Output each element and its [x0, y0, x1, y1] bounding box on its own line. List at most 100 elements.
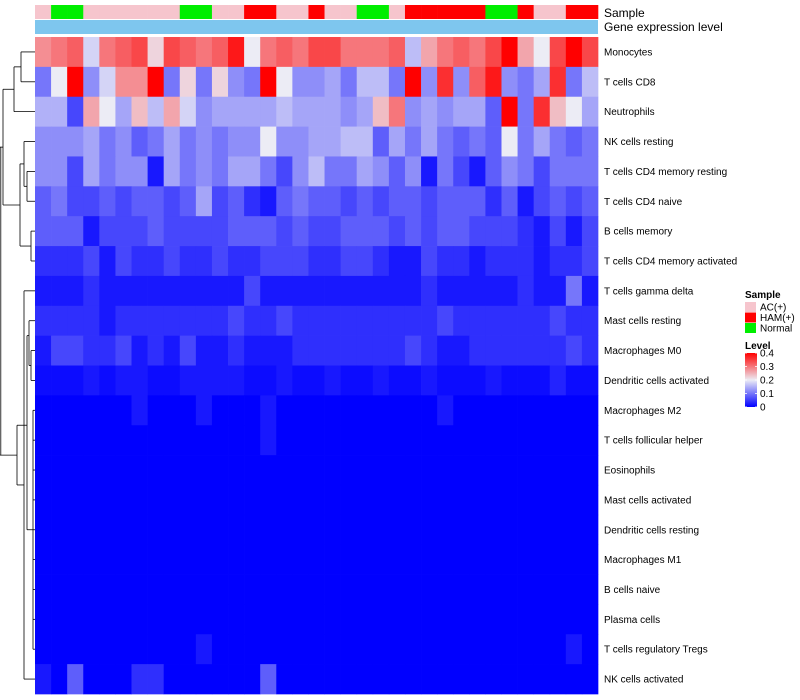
heatmap-cell [517, 246, 535, 277]
heatmap-cell [501, 484, 518, 516]
heatmap-cell [549, 305, 567, 336]
heatmap-cell [340, 664, 358, 695]
heatmap-cell [565, 425, 583, 456]
heatmap-cell [372, 305, 390, 336]
heatmap-cell [179, 514, 197, 546]
heatmap-cell [260, 574, 277, 605]
heatmap-cell [163, 514, 181, 546]
heatmap-cell [51, 335, 68, 366]
heatmap-cell [83, 246, 100, 277]
heatmap-cell [437, 484, 454, 516]
heatmap-cell [211, 604, 229, 635]
heatmap-cell [211, 664, 229, 695]
heatmap-cell [51, 395, 68, 426]
heatmap-cell [67, 514, 84, 546]
heatmap-cell [115, 664, 132, 695]
heatmap-cell [437, 305, 454, 336]
heatmap-cell [179, 96, 197, 127]
heatmap-cell [115, 425, 132, 456]
heatmap-cell [581, 126, 599, 157]
heatmap-cell [35, 544, 52, 575]
heatmap-cell [276, 544, 293, 575]
heatmap-cell [228, 37, 245, 68]
heatmap-cell [404, 305, 422, 336]
heatmap-cell [131, 574, 148, 605]
heatmap-cell [99, 96, 116, 127]
heatmap-cell [437, 395, 454, 426]
heatmap-cell [533, 37, 551, 68]
heatmap-cell [260, 305, 277, 336]
heatmap-cell [195, 156, 213, 187]
row-label: T cells CD4 memory activated [604, 256, 737, 267]
heatmap-cell [356, 514, 374, 546]
heatmap-cell [501, 634, 518, 665]
sample-annotation-cell [244, 5, 261, 19]
heatmap-cell [404, 96, 422, 127]
heatmap-cell [485, 544, 502, 575]
heatmap-cell [581, 335, 599, 366]
heatmap-cell [276, 634, 293, 665]
heatmap-cell [372, 365, 390, 396]
sample-legend-swatch [745, 312, 756, 323]
heatmap-cell [83, 37, 100, 68]
heatmap-cell [99, 544, 116, 575]
heatmap-cell [179, 126, 197, 157]
heatmap-cell [276, 37, 293, 68]
heatmap-cell [51, 66, 68, 98]
heatmap-cell [195, 246, 213, 277]
heatmap-cell [179, 544, 197, 575]
heatmap-cell [131, 96, 148, 127]
heatmap-cell [179, 634, 197, 665]
heatmap-cell [485, 664, 502, 695]
sample-annotation-cell [469, 5, 486, 19]
heatmap-cell [581, 455, 599, 486]
heatmap-cell [228, 514, 245, 546]
heatmap-cell [404, 156, 422, 187]
heatmap-cell [324, 395, 341, 426]
heatmap-cell [35, 395, 52, 426]
heatmap-cell [83, 604, 100, 635]
heatmap-cell [388, 96, 406, 127]
heatmap-cell [388, 335, 406, 366]
heatmap-cell [340, 365, 358, 396]
heatmap-cell [549, 514, 567, 546]
heatmap-cell [51, 514, 68, 546]
heatmap-cell [276, 216, 293, 247]
heatmap-cell [244, 425, 261, 456]
heatmap-cell [581, 664, 599, 695]
heatmap-cell [51, 484, 68, 516]
heatmap-cell [501, 574, 518, 605]
heatmap-cell [485, 275, 502, 307]
heatmap-cell [131, 66, 148, 98]
heatmap-cell [404, 664, 422, 695]
heatmap-cell [115, 544, 132, 575]
heatmap-cell [485, 455, 502, 486]
heatmap-cell [421, 126, 438, 157]
heatmap-cell [67, 484, 84, 516]
heatmap-cell [340, 634, 358, 665]
heatmap-cell [356, 425, 374, 456]
heatmap-cell [276, 365, 293, 396]
heatmap-cell [565, 66, 583, 98]
heatmap-cell [292, 574, 309, 605]
heatmap-cell [211, 484, 229, 516]
heatmap-cell [67, 96, 84, 127]
heatmap-cell [163, 544, 181, 575]
heatmap-cell [437, 96, 454, 127]
heatmap-cell [453, 574, 470, 605]
heatmap-cell [308, 186, 325, 217]
heatmap-cell [469, 664, 486, 695]
heatmap-cell [517, 305, 535, 336]
heatmap-cell [453, 246, 470, 277]
heatmap-cell [372, 37, 390, 68]
heatmap-cell [324, 455, 341, 486]
heatmap-cell [501, 664, 518, 695]
heatmap-cell [533, 634, 551, 665]
heatmap-cell [356, 96, 374, 127]
heatmap-cell [421, 484, 438, 516]
heatmap-cell [147, 604, 165, 635]
heatmap-cell [292, 156, 309, 187]
heatmap-cell [533, 664, 551, 695]
heatmap-cell [324, 305, 341, 336]
heatmap-cell [388, 66, 406, 98]
